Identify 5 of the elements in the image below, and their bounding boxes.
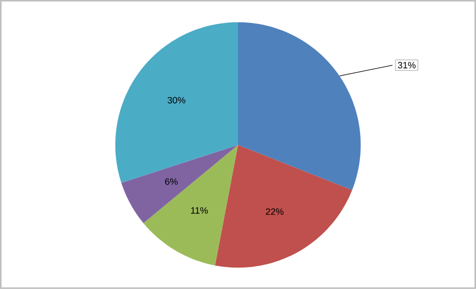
data-label: 6% <box>165 178 178 185</box>
data-label: 31% <box>398 62 416 68</box>
data-label: 22% <box>266 208 284 215</box>
data-label: 30% <box>168 97 186 104</box>
data-label: 11% <box>191 207 208 214</box>
